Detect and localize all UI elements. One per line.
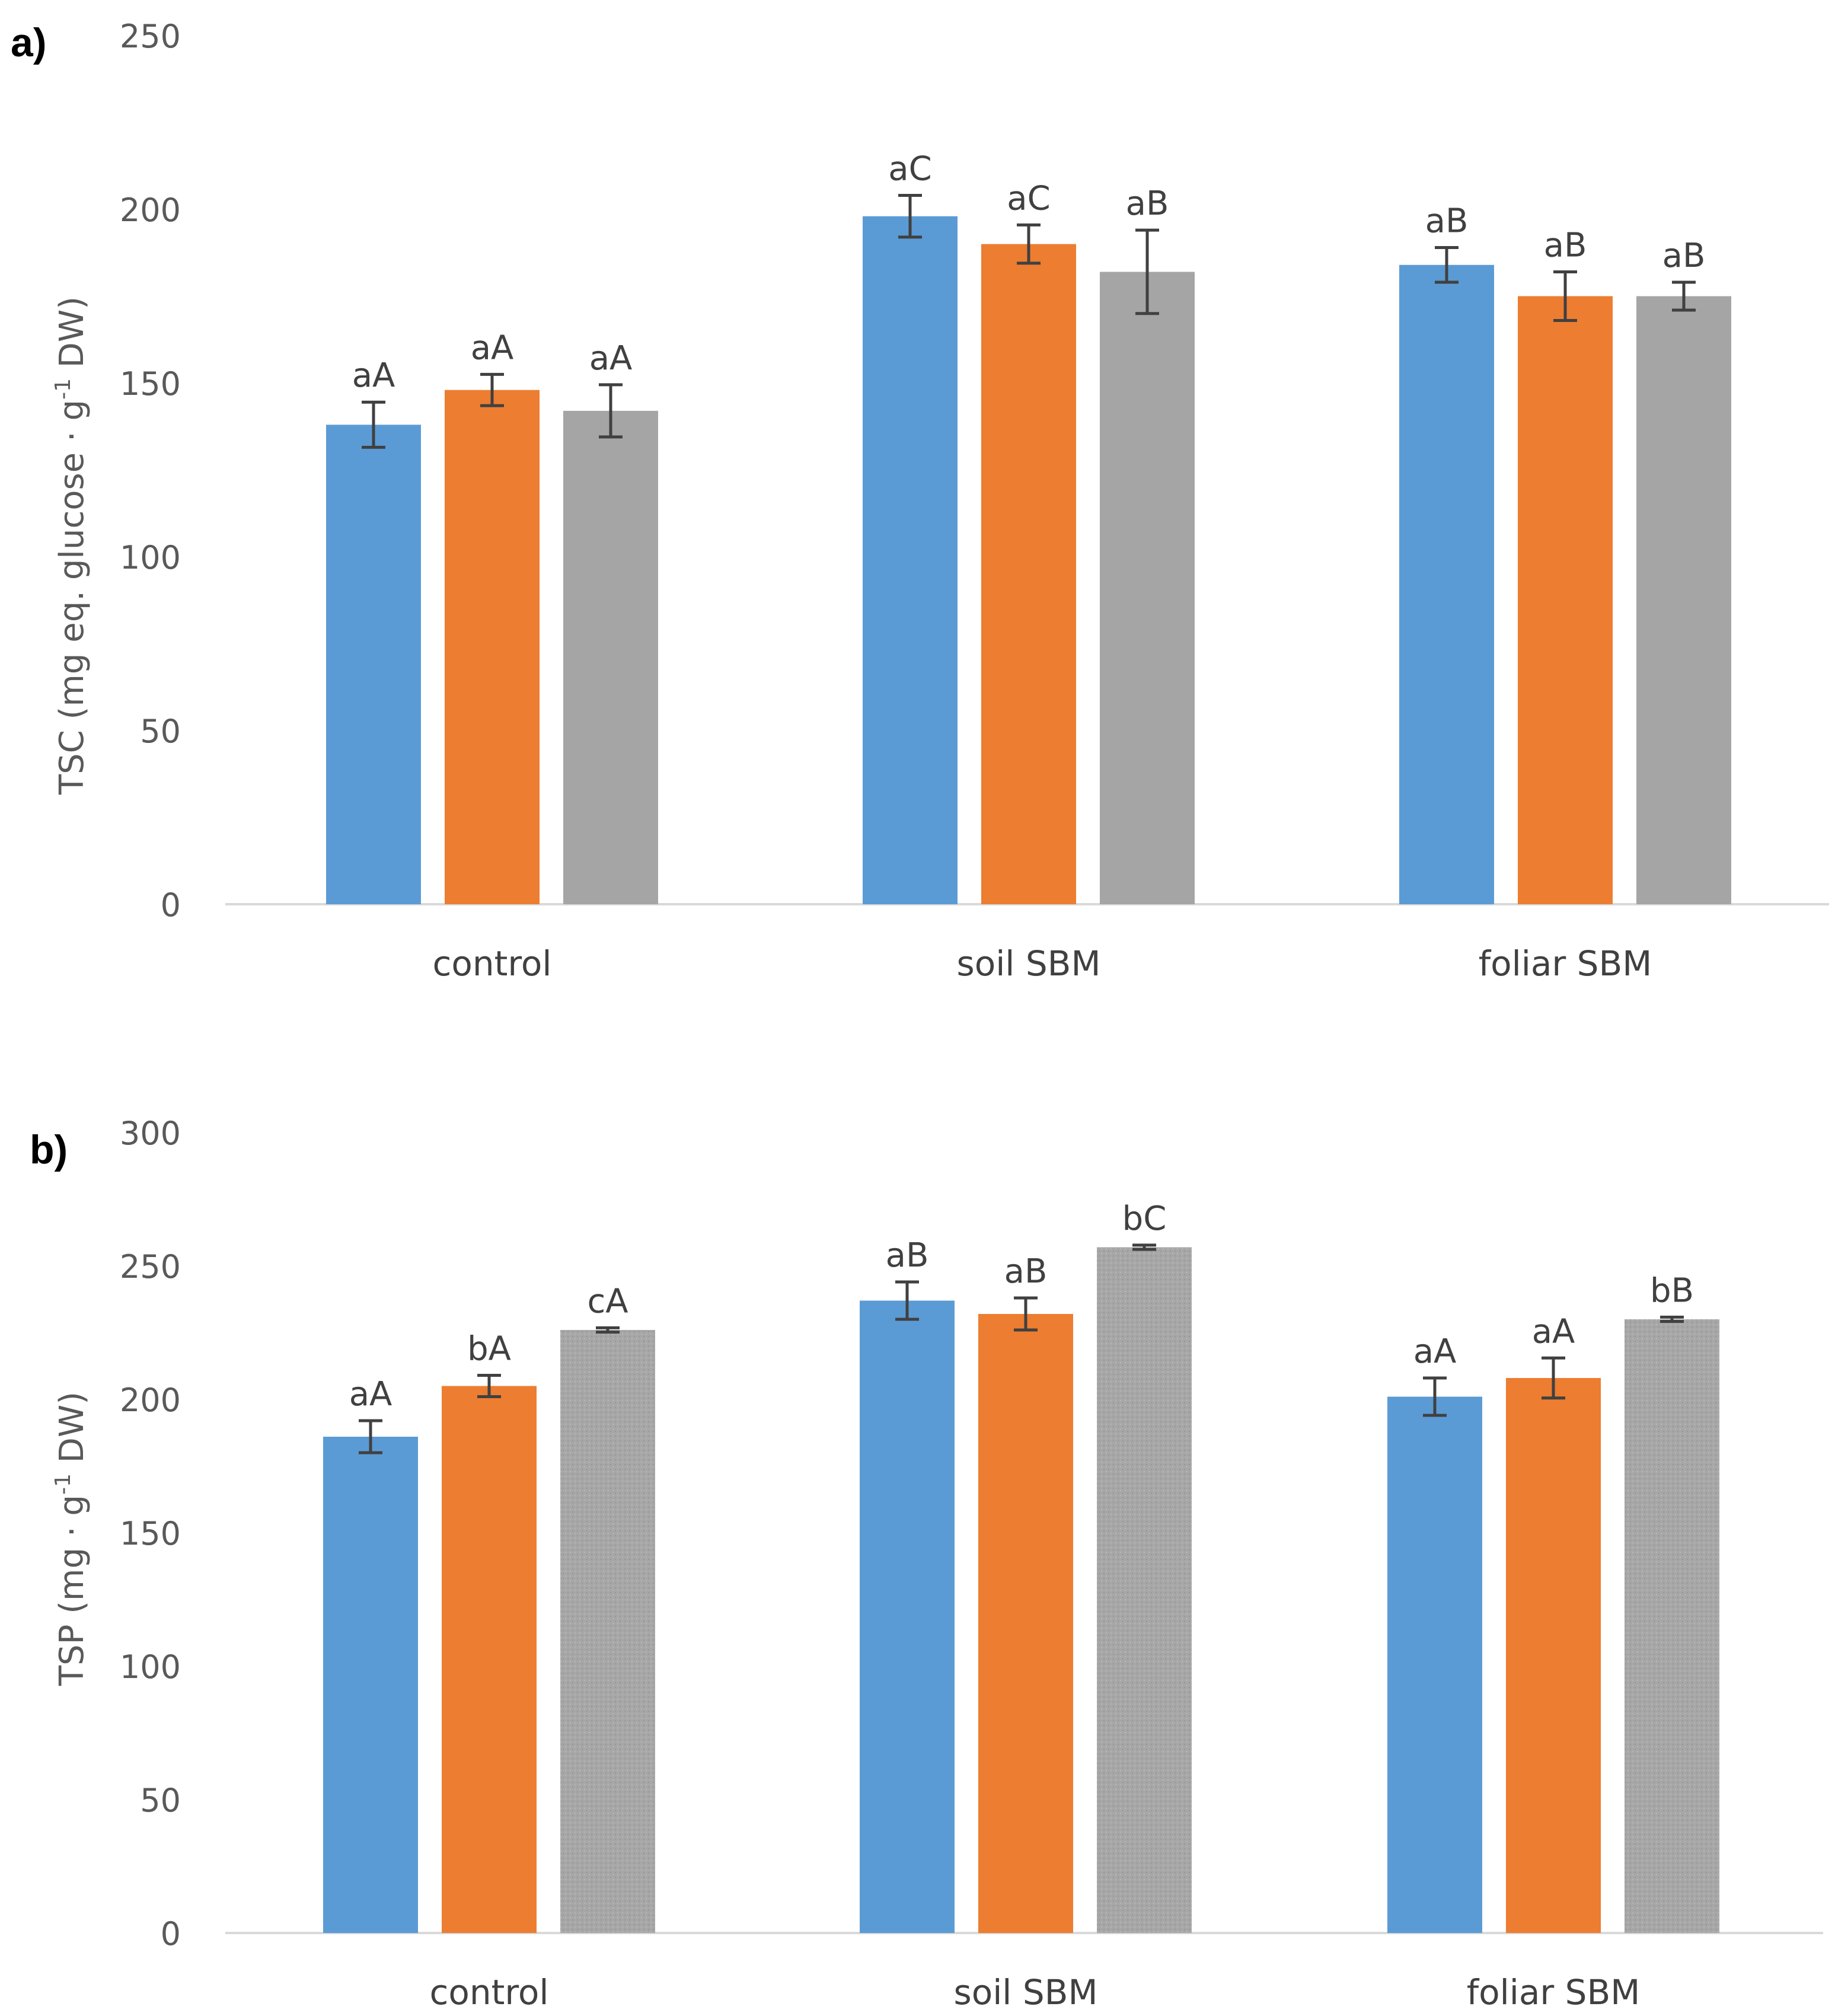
bar-data-label: aA (1532, 1312, 1575, 1351)
error-bar (1553, 270, 1577, 323)
bar-data-label: aB (1662, 237, 1706, 275)
bar (326, 425, 421, 904)
x-axis-labels-a: control soil SBM foliar SBM (432, 943, 1652, 984)
error-bar (1132, 1243, 1156, 1251)
bar (981, 244, 1076, 905)
bar-data-label: aA (349, 1375, 392, 1414)
error-bar (898, 194, 922, 239)
error-bars-a (362, 194, 1696, 449)
bar-data-label: cA (587, 1282, 628, 1320)
bar (1097, 1247, 1192, 1933)
bar (442, 1386, 537, 1933)
x-axis-labels-b: control soil SBM foliar SBM (429, 1972, 1640, 2012)
bars-a (326, 216, 1731, 905)
bar (860, 1300, 955, 1933)
error-bar (1135, 228, 1159, 315)
bar-data-label: aC (1007, 179, 1050, 218)
bar-data-label: aA (589, 339, 633, 378)
panel-label-b: b) (30, 1127, 68, 1172)
y-tick-label: 250 (120, 18, 181, 55)
y-tick-label: 0 (161, 886, 181, 924)
x-category-label: control (432, 943, 551, 984)
chart-panel-a: a) TSC (mg eq. glucose · g-1 DW) 0 50 100 1… (11, 18, 1829, 984)
bar-data-label: aC (888, 150, 931, 189)
error-bar (1672, 280, 1696, 312)
y-axis-ticks-b: 0 50 100 150 200 250 300 (120, 1115, 181, 1953)
bar (863, 216, 958, 905)
bar-data-label: aA (352, 356, 395, 395)
y-tick-label: 150 (120, 365, 181, 403)
bar (1387, 1396, 1482, 1933)
error-bar (1017, 223, 1041, 265)
y-tick-label: 0 (161, 1915, 181, 1953)
error-bar (1014, 1296, 1038, 1332)
y-tick-label: 100 (120, 1648, 181, 1686)
error-bars-b (359, 1243, 1684, 1454)
bar (1100, 272, 1195, 905)
bar-data-label: aB (886, 1236, 929, 1275)
x-category-label: control (429, 1972, 548, 2012)
bar-data-label: aA (471, 328, 514, 367)
bar-data-label: aA (1413, 1332, 1457, 1371)
bar (1636, 296, 1731, 904)
bar-data-label: bB (1650, 1271, 1694, 1310)
error-bar (477, 1374, 501, 1398)
y-axis-title-a-sup: -1 (51, 378, 75, 400)
y-axis-title-b-sup: -1 (51, 1473, 75, 1495)
y-tick-label: 50 (140, 713, 181, 750)
x-category-label: soil SBM (956, 943, 1100, 984)
y-tick-label: 300 (120, 1115, 181, 1152)
y-axis-ticks-a: 0 50 100 150 200 250 (120, 18, 181, 924)
x-category-label: foliar SBM (1479, 943, 1652, 984)
error-bar (359, 1419, 382, 1454)
y-tick-label: 50 (140, 1782, 181, 1819)
bar-data-label: bA (467, 1330, 511, 1369)
bar (1399, 264, 1494, 904)
bar-labels-a: aA aA aA aC aC aB aB aB aB (352, 150, 1706, 395)
bar-data-label: aB (1425, 202, 1469, 240)
bar-data-label: bC (1122, 1200, 1167, 1238)
error-bar (1423, 1376, 1447, 1417)
error-bar (362, 400, 385, 449)
error-bar (596, 1326, 620, 1334)
error-bar (1435, 245, 1459, 284)
panel-label-a: a) (11, 20, 46, 65)
bar (445, 390, 540, 904)
x-category-label: soil SBM (953, 1972, 1097, 2012)
error-bar (1542, 1356, 1565, 1400)
bars-b (323, 1247, 1719, 1933)
y-axis-title-b-main: TSP (mg · g (53, 1495, 91, 1686)
bar (1625, 1319, 1719, 1933)
bar (1506, 1378, 1601, 1933)
y-tick-label: 100 (120, 539, 181, 576)
y-tick-label: 150 (120, 1515, 181, 1552)
bar (323, 1437, 418, 1933)
error-bar (480, 372, 504, 407)
error-bar (599, 383, 623, 439)
bar (978, 1314, 1073, 1933)
y-tick-label: 250 (120, 1248, 181, 1285)
bar-data-label: aB (1126, 184, 1169, 223)
bar-data-label: aB (1004, 1252, 1048, 1291)
x-category-label: foliar SBM (1467, 1972, 1641, 2012)
y-axis-title-a-main: TSC (mg eq. glucose · g (53, 400, 91, 795)
y-axis-title-b: TSP (mg · g-1 DW) (51, 1392, 91, 1686)
bar-labels-b: aA bA cA aB aB bC aA aA bB (349, 1200, 1694, 1414)
chart-panel-b: b) TSP (mg · g-1 DW) 050100150200250300 … (30, 1115, 1823, 2012)
y-tick-label: 200 (120, 192, 181, 229)
error-bar (1660, 1315, 1684, 1323)
bar (563, 410, 658, 904)
y-axis-title-a-tail: DW) (53, 296, 91, 378)
error-bar (895, 1280, 919, 1321)
bar-data-label: aB (1544, 226, 1587, 264)
y-axis-title-a: TSC (mg eq. glucose · g-1 DW) (51, 296, 91, 795)
y-tick-label: 200 (120, 1382, 181, 1419)
bar (560, 1330, 655, 1933)
y-axis-title-b-tail: DW) (53, 1392, 91, 1473)
bar (1518, 296, 1613, 904)
